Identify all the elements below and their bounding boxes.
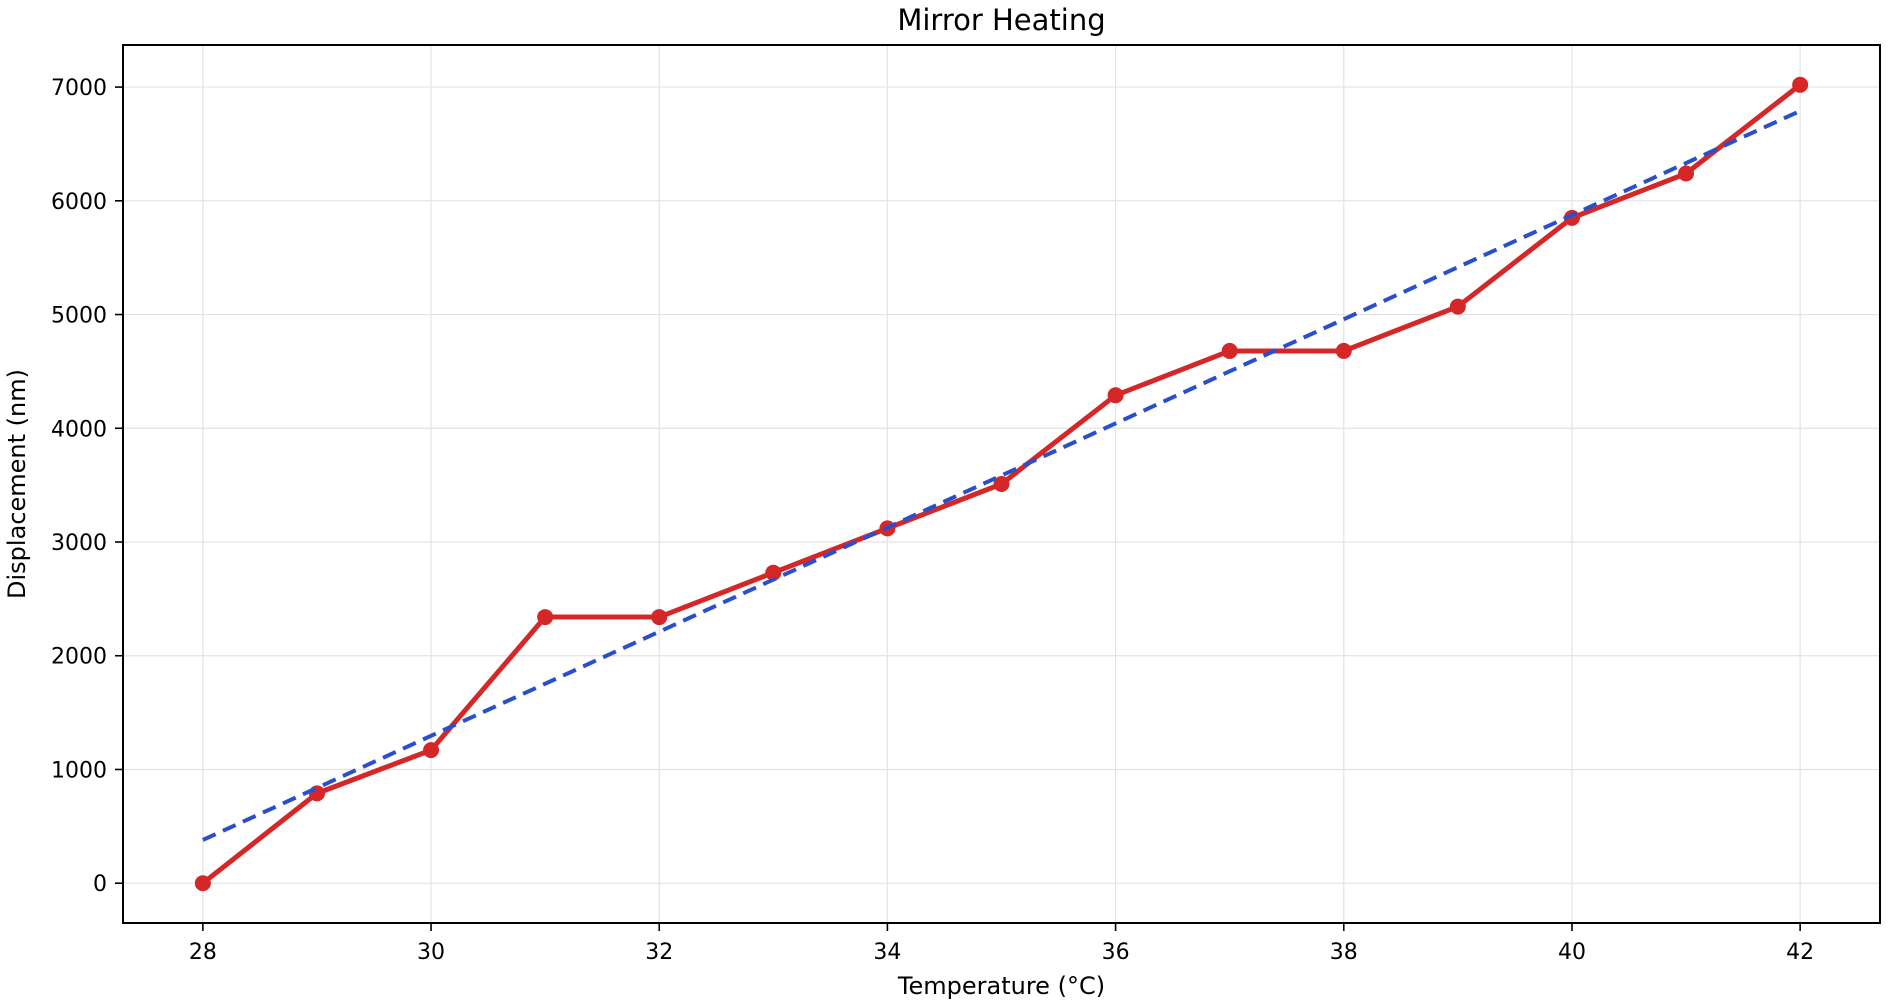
- x-tick-label: 34: [873, 940, 901, 965]
- data-point: [1678, 165, 1695, 182]
- y-tick-label: 2000: [51, 645, 107, 670]
- data-point: [765, 564, 782, 581]
- y-tick-label: 7000: [51, 76, 107, 101]
- data-point: [1449, 298, 1466, 315]
- data-point: [423, 742, 440, 759]
- x-tick-label: 42: [1786, 940, 1814, 965]
- plot-frame: [122, 44, 1881, 924]
- chart-title: Mirror Heating: [897, 3, 1105, 37]
- y-tick-label: 6000: [51, 190, 107, 215]
- x-tick-label: 30: [417, 940, 445, 965]
- ticks: 28 30 32 34 36 38 40 42 0 1000 2000 3000 4000 5000 600…: [51, 76, 1814, 965]
- y-axis-title: Displacement (nm): [3, 369, 31, 599]
- x-tick-label: 28: [189, 940, 217, 965]
- y-tick-label: 4000: [51, 417, 107, 442]
- data-point: [651, 609, 668, 626]
- series-layer: [194, 76, 1809, 892]
- x-tick-label: 38: [1330, 940, 1358, 965]
- data-point: [1221, 342, 1238, 359]
- data-point: [1107, 387, 1124, 404]
- y-tick-label: 5000: [51, 304, 107, 329]
- x-tick-label: 40: [1558, 940, 1586, 965]
- data-point: [1335, 342, 1352, 359]
- y-tick-label: 3000: [51, 531, 107, 556]
- x-axis-title: Temperature (°C): [897, 972, 1105, 1000]
- grid: [123, 45, 1880, 923]
- y-tick-label: 0: [93, 872, 107, 897]
- data-point: [537, 609, 554, 626]
- y-tick-label: 1000: [51, 758, 107, 783]
- data-point: [194, 875, 211, 892]
- x-tick-label: 32: [645, 940, 673, 965]
- fit-line: [202, 109, 1801, 842]
- data-point: [308, 785, 325, 802]
- data-point: [1792, 76, 1809, 93]
- data-point: [993, 476, 1010, 492]
- x-tick-label: 36: [1102, 940, 1130, 965]
